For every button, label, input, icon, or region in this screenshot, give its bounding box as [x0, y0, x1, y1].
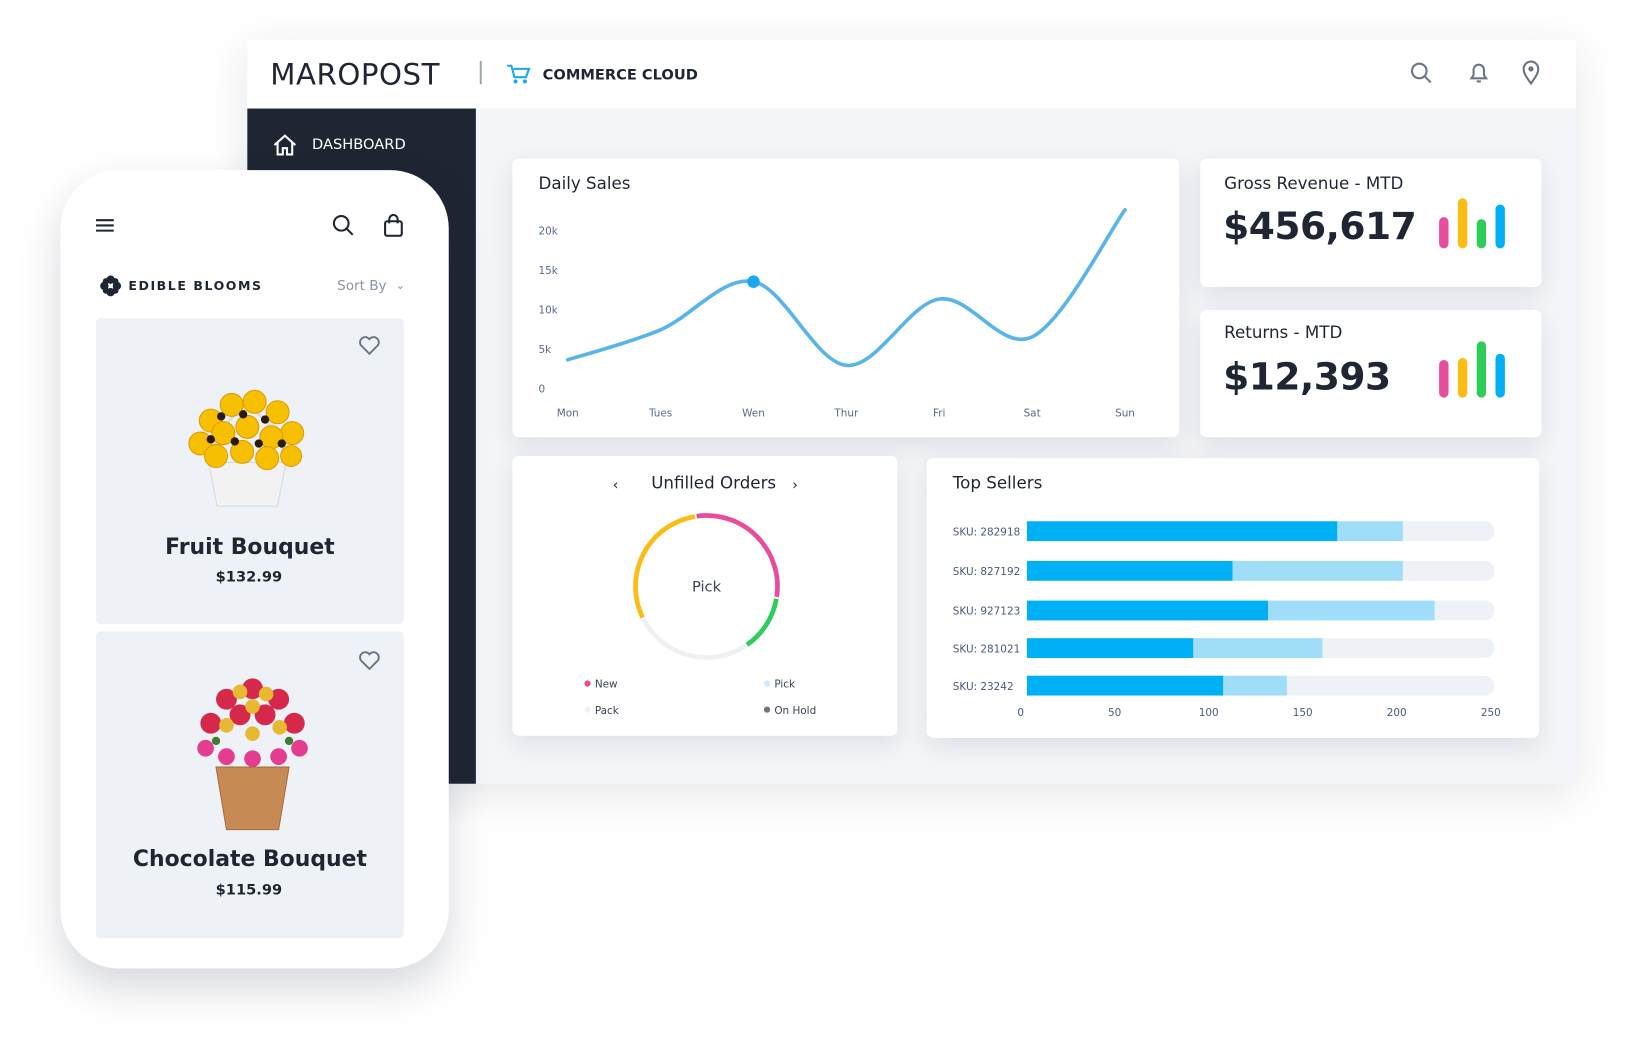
sort-chevron: ⌄	[395, 278, 406, 293]
product-price: $132.99	[215, 568, 283, 586]
product-image	[188, 389, 305, 507]
heart-icon[interactable]	[358, 335, 381, 356]
search-icon[interactable]	[332, 214, 355, 237]
product-name: Fruit Bouquet	[165, 534, 335, 560]
card-title: Daily Sales	[538, 173, 631, 194]
product-name: COMMERCE CLOUD	[542, 66, 698, 84]
card-title: Returns - MTD	[1224, 322, 1343, 343]
bag-icon[interactable]	[383, 213, 404, 237]
search-icon[interactable]	[1410, 62, 1433, 85]
product-card[interactable]: Chocolate Bouquet $115.99	[96, 631, 404, 939]
card-title: Top Sellers	[952, 472, 1043, 493]
brand-icon	[100, 275, 122, 297]
gross-revenue-card: Gross Revenue - MTD $456,617	[1200, 158, 1542, 287]
mini-bars-icon	[1439, 341, 1505, 398]
bell-icon[interactable]	[1468, 62, 1489, 85]
unfilled-orders-card: ‹ Unfilled Orders ›	[512, 456, 898, 736]
returns-card: Returns - MTD $12,393	[1200, 309, 1542, 438]
sort-control[interactable]: Sort By	[337, 278, 387, 295]
kpi-value: $456,617	[1223, 205, 1417, 249]
brand-name: EDIBLE BLOOMS	[128, 278, 263, 294]
phone: EDIBLE BLOOMS Sort By ⌄ Fruit Bouquet $1…	[60, 170, 449, 969]
kpi-value: $12,393	[1223, 355, 1391, 399]
product-price: $115.99	[215, 881, 283, 899]
heart-icon[interactable]	[358, 650, 381, 671]
location-icon[interactable]	[1522, 60, 1541, 86]
product-image	[197, 678, 308, 831]
card-title: Gross Revenue - MTD	[1224, 173, 1404, 194]
daily-sales-card: Daily Sales	[512, 158, 1180, 438]
product-name: Chocolate Bouquet	[132, 846, 367, 872]
top-bar: MAROPOST | COMMERCE CLOUD	[247, 39, 1576, 109]
home-icon	[273, 134, 297, 156]
next-arrow[interactable]: ›	[792, 476, 798, 494]
menu-icon[interactable]	[95, 218, 116, 233]
divider: |	[476, 58, 485, 85]
prev-arrow[interactable]: ‹	[612, 476, 619, 494]
logo: MAROPOST	[270, 57, 440, 92]
product-card[interactable]: Fruit Bouquet $132.99	[96, 318, 404, 625]
nav-item[interactable]: DASHBOARD	[312, 136, 406, 154]
top-sellers-card: Top Sellers	[926, 458, 1540, 738]
mini-bars-icon	[1439, 198, 1505, 249]
cart-icon	[507, 64, 531, 84]
card-title: Unfilled Orders	[651, 472, 777, 493]
